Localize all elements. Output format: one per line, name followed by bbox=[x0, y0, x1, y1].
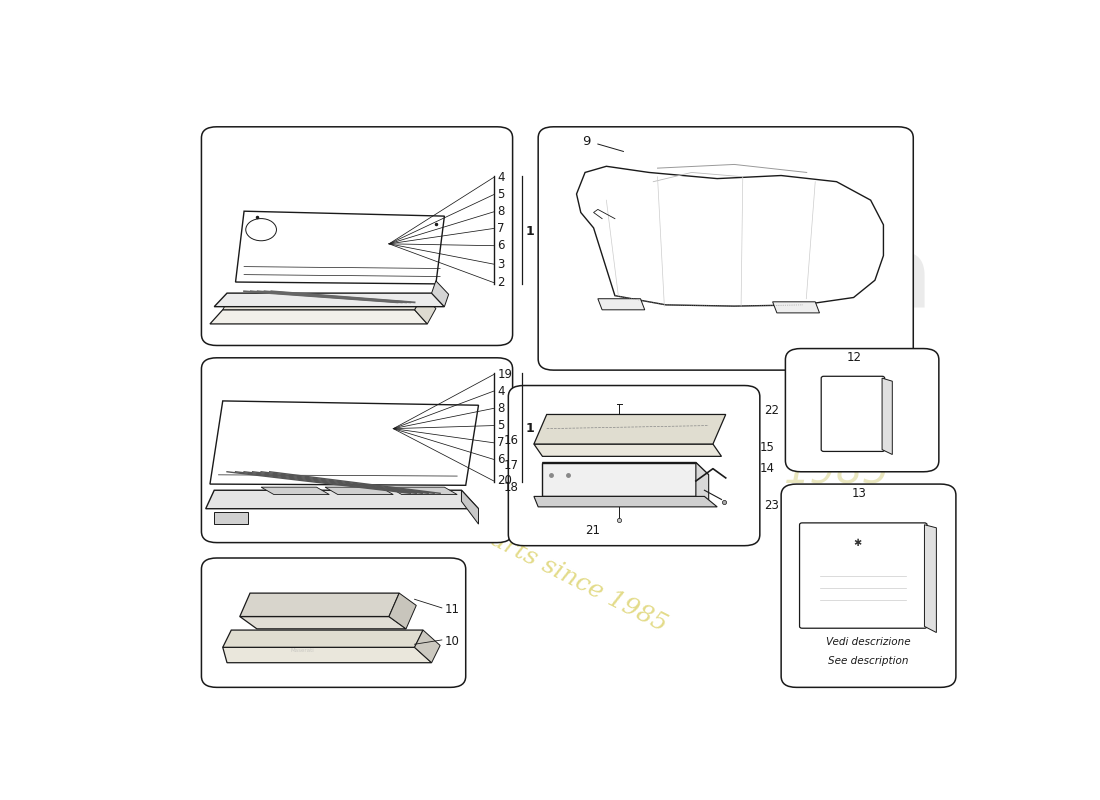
Text: 13: 13 bbox=[852, 487, 867, 501]
Text: 8: 8 bbox=[497, 402, 505, 415]
Text: 18: 18 bbox=[504, 481, 519, 494]
Text: 9: 9 bbox=[583, 135, 591, 148]
Text: 15: 15 bbox=[760, 441, 774, 454]
Text: 1: 1 bbox=[526, 225, 535, 238]
Polygon shape bbox=[534, 444, 722, 456]
Text: Da: Da bbox=[782, 232, 933, 330]
FancyBboxPatch shape bbox=[800, 523, 927, 628]
Polygon shape bbox=[210, 310, 427, 324]
Polygon shape bbox=[882, 378, 892, 454]
Text: 22: 22 bbox=[764, 404, 779, 417]
Text: 14: 14 bbox=[760, 462, 774, 475]
Polygon shape bbox=[222, 630, 424, 647]
FancyBboxPatch shape bbox=[538, 126, 913, 370]
Polygon shape bbox=[214, 293, 444, 306]
Polygon shape bbox=[534, 496, 717, 507]
Polygon shape bbox=[542, 462, 696, 496]
Text: 17: 17 bbox=[504, 459, 519, 472]
Text: 6: 6 bbox=[497, 453, 505, 466]
Polygon shape bbox=[696, 462, 708, 505]
Text: Maserati: Maserati bbox=[290, 648, 315, 653]
Polygon shape bbox=[772, 302, 820, 313]
Text: 1: 1 bbox=[526, 422, 535, 434]
Text: 11: 11 bbox=[444, 602, 460, 616]
Text: Vedi descrizione: Vedi descrizione bbox=[826, 638, 911, 647]
Polygon shape bbox=[576, 166, 883, 306]
Polygon shape bbox=[389, 487, 458, 494]
Text: 6: 6 bbox=[497, 239, 505, 252]
Polygon shape bbox=[431, 281, 449, 306]
Text: 8: 8 bbox=[497, 206, 505, 218]
Polygon shape bbox=[597, 298, 645, 310]
Polygon shape bbox=[542, 462, 708, 475]
Polygon shape bbox=[462, 490, 478, 524]
Polygon shape bbox=[240, 593, 399, 617]
Polygon shape bbox=[222, 647, 431, 662]
Polygon shape bbox=[389, 593, 416, 629]
Text: 3: 3 bbox=[497, 258, 505, 270]
Polygon shape bbox=[261, 487, 329, 494]
FancyBboxPatch shape bbox=[201, 358, 513, 542]
Text: 19: 19 bbox=[497, 368, 513, 381]
Polygon shape bbox=[235, 211, 444, 284]
FancyBboxPatch shape bbox=[201, 558, 465, 687]
Polygon shape bbox=[326, 487, 394, 494]
Text: 7: 7 bbox=[497, 436, 505, 450]
Text: ✱: ✱ bbox=[854, 538, 861, 548]
Circle shape bbox=[245, 218, 276, 241]
Polygon shape bbox=[534, 414, 726, 444]
Polygon shape bbox=[222, 294, 424, 310]
Text: 5: 5 bbox=[497, 419, 505, 432]
Text: 23: 23 bbox=[764, 499, 779, 512]
Text: See description: See description bbox=[828, 656, 909, 666]
Polygon shape bbox=[210, 401, 478, 486]
FancyBboxPatch shape bbox=[781, 484, 956, 687]
FancyBboxPatch shape bbox=[785, 349, 938, 472]
Text: 4: 4 bbox=[497, 171, 505, 184]
Text: 2: 2 bbox=[497, 276, 505, 289]
Bar bbox=[214, 512, 249, 524]
FancyBboxPatch shape bbox=[508, 386, 760, 546]
Polygon shape bbox=[240, 617, 406, 629]
Text: 20: 20 bbox=[497, 474, 513, 487]
Text: 16: 16 bbox=[504, 434, 519, 447]
Text: a passion for parts since 1985: a passion for parts since 1985 bbox=[320, 442, 671, 637]
Text: ✱: ✱ bbox=[314, 298, 320, 307]
FancyBboxPatch shape bbox=[201, 127, 513, 346]
Polygon shape bbox=[206, 490, 478, 509]
Text: 4: 4 bbox=[497, 385, 505, 398]
Text: 12: 12 bbox=[847, 351, 862, 364]
Polygon shape bbox=[924, 525, 936, 633]
Text: 7: 7 bbox=[497, 222, 505, 235]
Polygon shape bbox=[415, 294, 436, 324]
Text: since: since bbox=[801, 414, 872, 442]
FancyBboxPatch shape bbox=[822, 376, 884, 451]
Text: 21: 21 bbox=[585, 524, 601, 537]
Text: 5: 5 bbox=[497, 188, 505, 201]
Polygon shape bbox=[415, 630, 440, 662]
Text: 10: 10 bbox=[444, 634, 460, 648]
Text: re: re bbox=[800, 306, 916, 403]
Text: 1985: 1985 bbox=[783, 450, 890, 493]
